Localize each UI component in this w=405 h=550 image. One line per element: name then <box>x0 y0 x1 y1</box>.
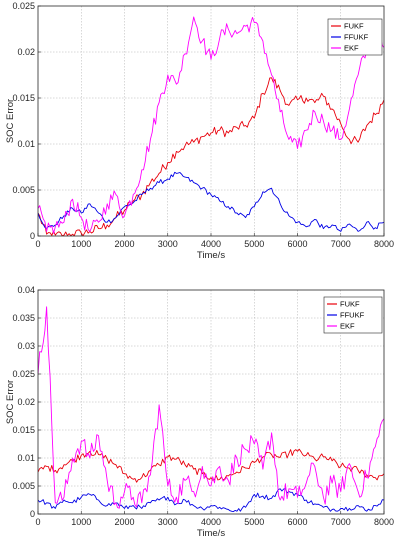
y-tick-label: 0.025 <box>12 369 35 379</box>
axes-box <box>37 5 385 237</box>
legend-label-ekf: EKF <box>344 44 359 53</box>
series-line-ffukf <box>38 488 384 512</box>
legend: FUKF FFUKF EKF <box>327 18 383 56</box>
axes-box <box>37 289 385 515</box>
series-line-fukf <box>38 77 384 236</box>
legend-label-ffukf: FFUKF <box>344 33 369 42</box>
series-line-fukf <box>38 448 384 483</box>
x-tick-label: 2000 <box>114 239 134 249</box>
series-line-ffukf <box>38 171 384 232</box>
x-tick-label: 3000 <box>158 239 178 249</box>
y-tick-label: 0.015 <box>12 93 35 103</box>
x-tick-label: 1000 <box>71 239 91 249</box>
y-tick-label: 0.025 <box>12 1 35 11</box>
chart-1: 0 1000 2000 3000 4000 5000 6000 7000 8000 0 0.005 0… <box>5 1 394 261</box>
x-axis-label: Time/s <box>197 528 225 539</box>
x-tick-label: 6000 <box>287 239 307 249</box>
x-tick-label: 4000 <box>201 517 221 527</box>
legend: FUKF FFUKF EKF <box>323 296 383 334</box>
x-tick-label: 5000 <box>244 239 264 249</box>
x-tick-label: 1000 <box>71 517 91 527</box>
y-tick-label: 0.01 <box>17 139 35 149</box>
series-line-ekf <box>38 16 384 234</box>
x-tick-label: 8000 <box>374 517 394 527</box>
y-tick-label: 0.005 <box>12 185 35 195</box>
series-line-ekf <box>38 306 384 509</box>
y-tick-label: 0 <box>30 231 35 241</box>
x-axis-label: Time/s <box>197 250 225 261</box>
legend-label-ekf: EKF <box>340 322 355 331</box>
legend-label-ffukf: FFUKF <box>340 311 365 320</box>
y-tick-label: 0.04 <box>17 285 35 295</box>
x-tick-label: 3000 <box>158 517 178 527</box>
y-tick-label: 0.035 <box>12 313 35 323</box>
x-tick-label: 0 <box>35 517 40 527</box>
x-tick-label: 6000 <box>287 517 307 527</box>
legend-label-fukf: FUKF <box>344 22 364 31</box>
y-tick-label: 0.01 <box>17 453 35 463</box>
x-tick-label: 5000 <box>244 517 264 527</box>
x-tick-label: 8000 <box>374 239 394 249</box>
y-tick-label: 0.03 <box>17 341 35 351</box>
x-tick-label: 7000 <box>331 517 351 527</box>
x-tick-label: 7000 <box>331 239 351 249</box>
chart-2: 0 1000 2000 3000 4000 5000 6000 7000 8000 0 0.005 0… <box>5 285 394 539</box>
y-tick-label: 0 <box>30 509 35 519</box>
y-tick-label: 0.015 <box>12 425 35 435</box>
x-tick-label: 2000 <box>114 517 134 527</box>
y-axis-label: SOC Error <box>5 99 16 143</box>
legend-label-fukf: FUKF <box>340 300 360 309</box>
y-axis-label: SOC Error <box>5 380 16 424</box>
y-tick-label: 0.005 <box>12 481 35 491</box>
x-tick-label: 4000 <box>201 239 221 249</box>
x-tick-label: 0 <box>35 239 40 249</box>
y-tick-label: 0.02 <box>17 397 35 407</box>
y-tick-label: 0.02 <box>17 47 35 57</box>
